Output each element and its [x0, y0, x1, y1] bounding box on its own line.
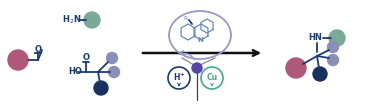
Circle shape — [313, 67, 327, 81]
Text: R: R — [184, 15, 188, 20]
Text: HN: HN — [308, 33, 322, 43]
Circle shape — [286, 58, 306, 78]
Text: +: + — [180, 73, 184, 77]
Text: H$_2$N: H$_2$N — [62, 14, 81, 26]
Circle shape — [329, 30, 345, 46]
Circle shape — [108, 66, 119, 77]
Text: H: H — [173, 73, 179, 82]
Circle shape — [84, 12, 100, 28]
Circle shape — [107, 52, 118, 63]
Text: N: N — [197, 37, 203, 43]
Text: HO: HO — [68, 68, 82, 77]
Circle shape — [8, 50, 28, 70]
Text: O: O — [34, 45, 42, 54]
Circle shape — [192, 63, 202, 73]
Text: O: O — [82, 54, 90, 63]
Circle shape — [327, 54, 339, 66]
Circle shape — [327, 42, 339, 52]
Circle shape — [94, 81, 108, 95]
Text: Cu: Cu — [206, 73, 218, 82]
